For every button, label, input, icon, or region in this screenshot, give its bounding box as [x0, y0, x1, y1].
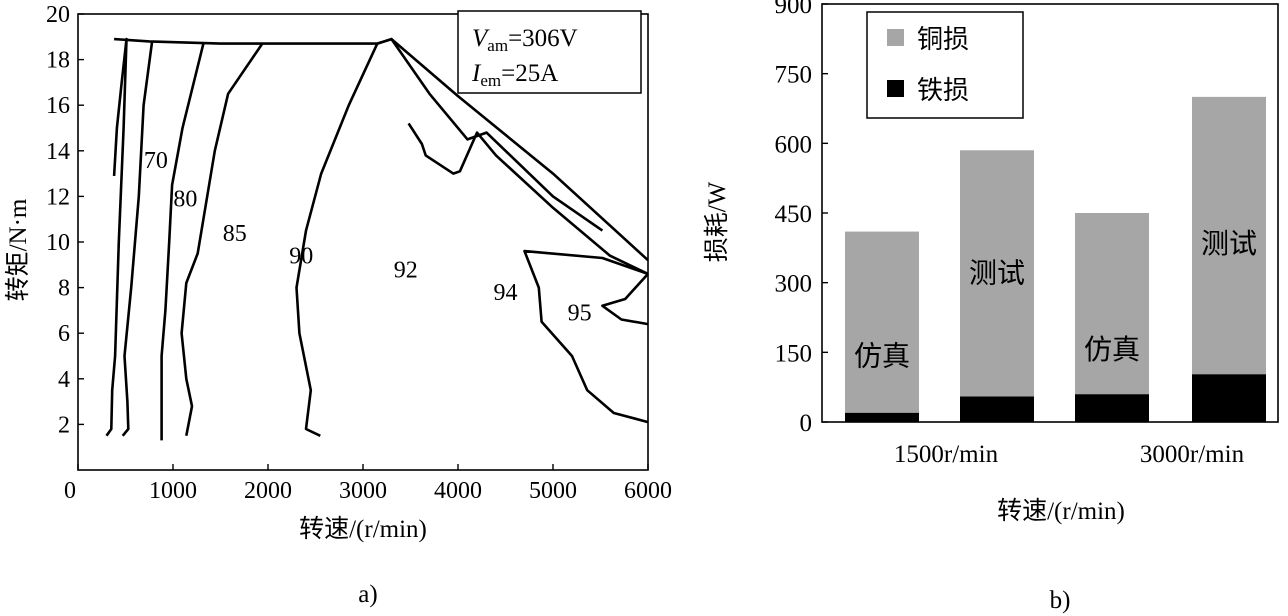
y-tick-label-a: 14 — [46, 139, 70, 165]
x-axis-label-b: 转速/(r/min) — [997, 497, 1125, 525]
y-tick-label-b: 450 — [775, 201, 813, 228]
contour-label-70: 70 — [144, 148, 168, 174]
efficiency-contour-92 — [295, 43, 379, 437]
y-tick-label-b: 750 — [775, 62, 813, 89]
current-annotation: Iem=25A — [471, 60, 558, 90]
x-tick-label-a: 3000 — [339, 478, 387, 504]
bar-segment-copper-loss — [845, 231, 919, 413]
efficiency-contour-90 — [180, 42, 264, 437]
panel-label-b: b) — [1050, 587, 1071, 614]
x-tick-label-a: 4000 — [434, 478, 482, 504]
parameter-box — [457, 10, 642, 94]
y-tick-label-a: 10 — [46, 230, 70, 256]
group-label-1500: 1500r/min — [894, 441, 999, 468]
bar-label: 测试 — [1201, 228, 1257, 260]
contour-label-80: 80 — [173, 187, 197, 213]
efficiency-contour-70 — [105, 37, 128, 437]
y-tick-label-a: 8 — [58, 276, 70, 302]
x-tick-label-a: 1000 — [149, 478, 197, 504]
contour-label-90: 90 — [289, 244, 313, 270]
bar-label: 仿真 — [854, 340, 910, 372]
y-tick-label-a: 18 — [46, 48, 70, 74]
efficiency-contour-94 — [523, 249, 649, 424]
efficiency-contour-boundary — [376, 37, 604, 232]
y-tick-label-a: 6 — [58, 321, 70, 347]
bar-segment-copper-loss — [1192, 96, 1266, 375]
bar-label: 测试 — [969, 258, 1025, 290]
contour-label-94: 94 — [494, 280, 518, 306]
efficiency-map-panel: 2 4 6 8 10 12 14 16 18 20 0 1000 2000 3000 4000 5000 60… — [4, 2, 672, 608]
y-tick-label-b: 0 — [800, 410, 813, 437]
x-axis-label-a: 转速/(r/min) — [299, 515, 427, 543]
y-tick-label-a: 4 — [58, 367, 70, 393]
voltage-annotation: Vam=306V — [472, 25, 578, 55]
y-tick-label-b: 300 — [775, 271, 813, 298]
y-tick-label-a: 12 — [46, 184, 70, 210]
panel-label-a: a) — [358, 581, 377, 608]
x-tick-label-a: 5000 — [529, 478, 577, 504]
x-tick-label-a: 6000 — [624, 478, 672, 504]
bar-segment-iron-loss — [960, 396, 1034, 422]
efficiency-contour-85 — [160, 43, 205, 441]
x-tick-label-a: 2000 — [244, 478, 292, 504]
efficiency-contour-boundary — [407, 122, 649, 276]
y-tick-label-b: 150 — [775, 340, 813, 367]
x-tick-label-a: 0 — [64, 478, 76, 504]
bar-segment-copper-loss — [960, 150, 1034, 397]
efficiency-contour-95 — [601, 273, 649, 326]
bar-segment-iron-loss — [1075, 394, 1149, 422]
contour-label-95: 95 — [568, 301, 592, 327]
y-axis-label-b: 损耗/W — [703, 181, 731, 262]
legend-label-copper-loss: 铜损 — [917, 25, 969, 54]
y-tick-label-a: 16 — [46, 93, 70, 119]
bar-segment-iron-loss — [1192, 374, 1266, 422]
y-tick-label-b: 600 — [775, 131, 813, 158]
legend-swatch-copper-loss — [887, 29, 904, 46]
legend-label-iron-loss: 铁损 — [917, 76, 969, 105]
y-tick-label-a: 2 — [58, 412, 70, 438]
y-axis-label-a: 转矩/N·m — [4, 198, 32, 301]
legend-swatch-iron-loss — [887, 80, 904, 97]
group-label-3000: 3000r/min — [1140, 441, 1245, 468]
bar-segment-copper-loss — [1075, 213, 1149, 395]
efficiency-contour-80 — [121, 41, 154, 437]
bar-segment-iron-loss — [845, 412, 919, 422]
contour-label-85: 85 — [223, 221, 247, 247]
y-tick-label-b: 900 — [775, 0, 813, 19]
contour-label-92: 92 — [394, 257, 418, 283]
bar-label: 仿真 — [1084, 334, 1140, 366]
y-tick-label-a: 20 — [46, 2, 70, 28]
